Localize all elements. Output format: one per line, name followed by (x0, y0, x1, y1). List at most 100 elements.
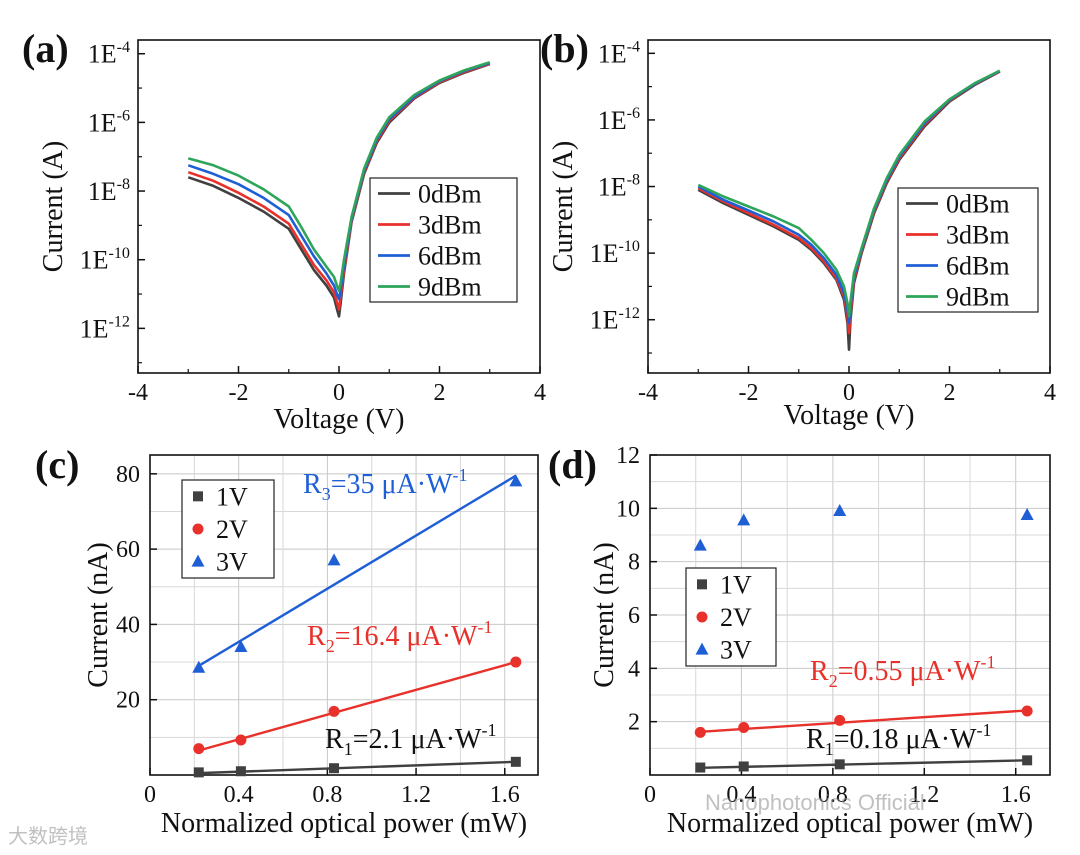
legend-label-0dBm: 0dBm (946, 190, 1010, 219)
panel-c: (c) 0 0.4 0.8 1.2 1.6 20 40 60 80 Normalized optic… (35, 442, 539, 839)
legend-marker-3V (191, 554, 205, 567)
y-tick-label: 80 (116, 462, 140, 488)
y-axis-label: Current (A) (38, 141, 69, 272)
legend-label-1V: 1V (720, 570, 752, 599)
data-point-1V (510, 756, 521, 767)
data-point-2V (510, 656, 522, 668)
legend-label-3dBm: 3dBm (418, 211, 482, 240)
data-point-1V (193, 767, 204, 778)
x-tick-label: 1.2 (909, 782, 939, 808)
data-point-3V (327, 553, 341, 566)
x-tick-label: 0.8 (818, 782, 848, 808)
data-point-3V (737, 513, 751, 526)
data-point-2V (193, 743, 205, 755)
fit-line-1V (700, 759, 1028, 769)
fit-line-1V (198, 760, 516, 775)
y-tick-label: 1E-4 (598, 38, 640, 68)
watermark-nanophotonics: Nanophotonics Official (705, 790, 925, 815)
y-tick-label: 1E-8 (88, 176, 130, 206)
x-axis-label: Voltage (V) (784, 400, 915, 431)
panel-label: (a) (22, 26, 69, 71)
x-tick-label: 0 (144, 782, 156, 808)
watermark-dashu: 大数跨境 (8, 826, 88, 848)
y-tick-label: 2 (628, 710, 640, 736)
series-9dBm (697, 69, 1001, 318)
series-3V (192, 474, 523, 673)
data-point-1V (738, 761, 749, 772)
data-point-1V (834, 759, 845, 770)
series-1V (695, 755, 1033, 773)
x-tick-label: -4 (638, 380, 658, 406)
fit-line-3V (198, 474, 517, 667)
panel-label: (d) (548, 442, 597, 487)
panel-label: (b) (540, 26, 589, 71)
annotation-1V: R1=2.1 μA·W-1 (325, 720, 496, 759)
y-tick-label: 1E-10 (80, 245, 130, 275)
x-tick-label: 0.4 (726, 782, 756, 808)
legend: 1V 2V 3V (181, 479, 275, 579)
data-point-2V (328, 705, 340, 717)
y-tick-label: 10 (616, 496, 640, 522)
legend-marker-1V (697, 579, 707, 590)
y-tick-label: 4 (628, 656, 640, 682)
x-tick-label: 4 (1044, 380, 1056, 406)
x-tick-label: 1.6 (490, 782, 520, 808)
x-tick-label: 1.6 (1001, 782, 1031, 808)
legend-label-9dBm: 9dBm (418, 273, 482, 302)
fit-line-2V (198, 660, 517, 752)
data-point-1V (695, 762, 706, 773)
legend-label-3dBm: 3dBm (946, 221, 1010, 250)
data-point-3V (1020, 508, 1034, 520)
y-tick-label: 1E-12 (80, 313, 130, 343)
y-tick-label: 8 (628, 550, 640, 576)
x-tick-label: 0 (843, 380, 855, 406)
series-2V (694, 705, 1033, 738)
y-axis-label: Current (A) (548, 141, 579, 272)
x-axis-label: Voltage (V) (274, 404, 405, 435)
y-axis-label: Current (nA) (589, 542, 620, 687)
panel-d: (d) 0 0.4 0.8 1.2 1.6 2 4 6 8 10 12 Normalized optic… (548, 442, 1051, 839)
y-axis-label: Current (nA) (83, 542, 114, 687)
series-2V (193, 656, 522, 755)
panel-a: (a) -4 -2 0 2 4 1E-4 1E-6 1E-8 1E-10 1E-12 Voltage … (22, 26, 546, 435)
legend-label-2V: 2V (216, 515, 248, 544)
legend-marker-3V (695, 642, 709, 655)
x-tick-label: 2 (434, 380, 446, 406)
data-point-2V (738, 722, 750, 734)
data-point-1V (1022, 755, 1033, 766)
annotation-2V: R2=16.4 μA·W-1 (307, 617, 492, 656)
x-tick-label: 0 (644, 782, 656, 808)
data-point-2V (834, 714, 846, 726)
panel-b: (b) -4 -2 0 2 4 1E-4 1E-6 1E-8 1E-10 1E-12 Voltage … (540, 26, 1056, 431)
y-tick-label: 1E-4 (88, 39, 130, 69)
x-tick-label: 2 (944, 380, 956, 406)
x-tick-label: 0 (333, 380, 345, 406)
annotation-1V: R1=0.18 μA·W-1 (806, 720, 991, 759)
data-point-3V (234, 640, 248, 652)
legend-marker-1V (193, 491, 203, 502)
legend-label-1V: 1V (216, 482, 248, 511)
y-tick-label: 12 (616, 443, 640, 469)
y-tick-label: 1E-6 (88, 107, 130, 137)
series-line-9dBm (187, 61, 491, 292)
x-tick-label: 0.8 (312, 782, 342, 808)
legend-label-6dBm: 6dBm (946, 252, 1010, 281)
legend-box (897, 187, 1039, 313)
annotation-2V: R2=0.55 μA·W-1 (810, 652, 995, 691)
data-point-2V (694, 726, 706, 738)
y-tick-label: 60 (116, 537, 140, 563)
axes-frame (149, 454, 539, 776)
legend-label-3V: 3V (720, 636, 752, 665)
annotation-3V: R3=35 μA·W-1 (303, 465, 467, 504)
data-point-3V (833, 504, 847, 516)
data-point-1V (235, 766, 246, 777)
x-tick-label: 1.2 (401, 782, 431, 808)
legend-label-6dBm: 6dBm (418, 242, 482, 271)
legend-label-2V: 2V (720, 603, 752, 632)
series-line-9dBm (697, 69, 1001, 318)
y-tick-label: 20 (116, 688, 140, 714)
data-point-2V (235, 734, 247, 746)
